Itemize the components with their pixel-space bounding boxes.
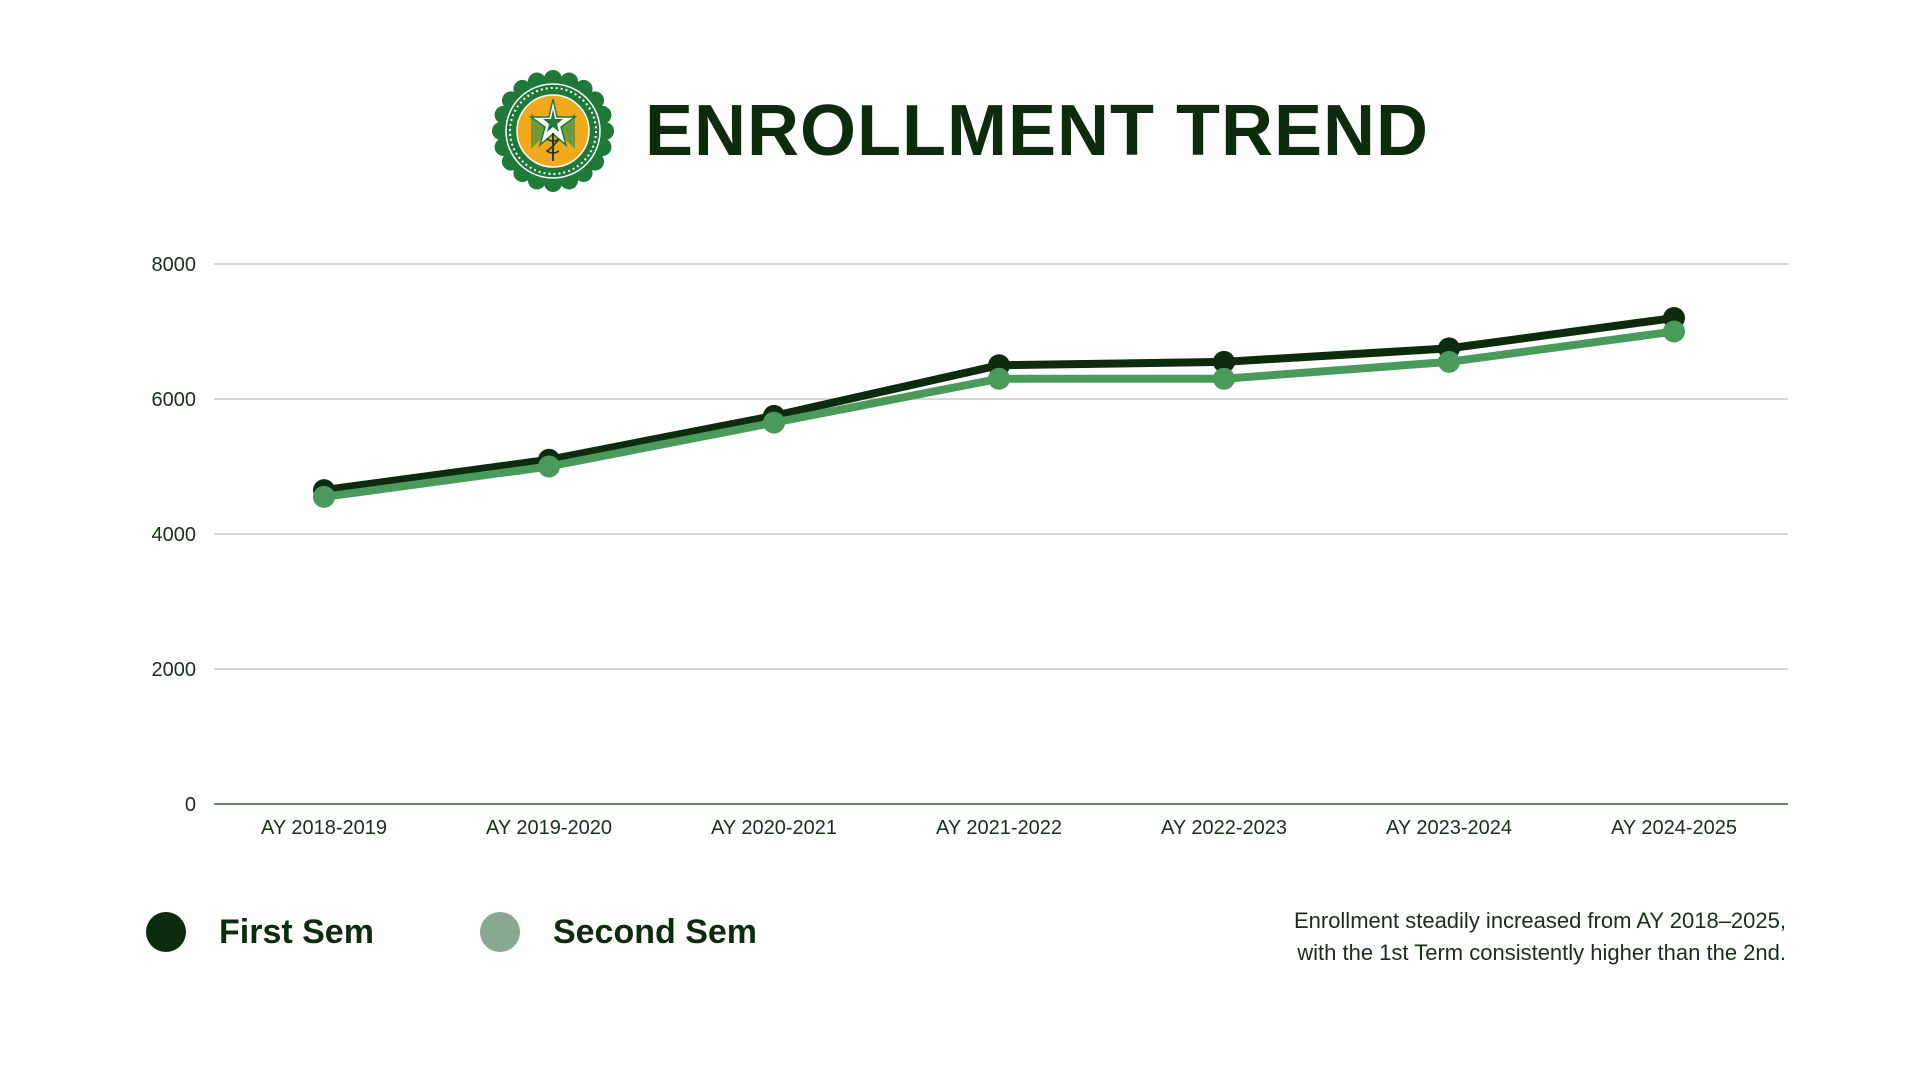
x-tick-label: AY 2024-2025	[1611, 817, 1737, 839]
y-axis-ticks: 0 2000 4000 6000 8000	[152, 254, 197, 816]
legend-item-second-sem: Second Sem	[479, 912, 758, 952]
data-point-second-sem	[988, 367, 1010, 390]
caption-line-2: with the 1st Term consistently higher th…	[1297, 940, 1786, 965]
x-tick-label: AY 2023-2024	[1386, 817, 1512, 839]
chart-caption: Enrollment steadily increased from AY 20…	[1294, 905, 1786, 969]
x-tick-label: AY 2022-2023	[1161, 817, 1287, 839]
x-tick-label: AY 2021-2022	[936, 817, 1062, 839]
legend: First Sem Second Sem	[146, 912, 863, 952]
y-tick-label: 8000	[152, 254, 197, 276]
data-point-second-sem	[1663, 320, 1685, 343]
data-point-second-sem	[763, 411, 785, 434]
x-tick-label: AY 2019-2020	[486, 817, 612, 839]
data-point-first-sem	[1213, 350, 1235, 373]
caption-line-1: Enrollment steadily increased from AY 20…	[1293, 908, 1786, 933]
data-point-second-sem	[1438, 350, 1460, 373]
legend-marker-first-sem	[146, 912, 186, 952]
legend-marker-second-sem	[479, 912, 520, 952]
legend-label-first-sem: First Sem	[219, 912, 374, 951]
grid-lines	[214, 263, 1788, 805]
x-axis-ticks: AY 2018-2019 AY 2019-2020 AY 2020-2021 AY 2…	[261, 817, 1737, 839]
x-tick-label: AY 2018-2019	[261, 817, 387, 839]
legend-item-first-sem: First Sem	[146, 912, 374, 952]
y-tick-label: 6000	[152, 389, 197, 411]
y-tick-label: 0	[185, 794, 196, 816]
series-second-sem	[313, 320, 1685, 508]
series-lines	[313, 307, 1685, 508]
header: ENROLLMENT TREND	[0, 66, 1920, 196]
page-title: ENROLLMENT TREND	[645, 91, 1429, 171]
data-point-second-sem	[1213, 367, 1235, 390]
institution-seal-icon	[492, 70, 615, 192]
x-tick-label: AY 2020-2021	[711, 817, 837, 839]
y-tick-label: 2000	[152, 659, 197, 681]
data-point-second-sem	[313, 485, 335, 508]
series-line-first-sem	[320, 314, 1678, 495]
y-tick-label: 4000	[152, 524, 197, 546]
legend-label-second-sem: Second Sem	[552, 912, 758, 951]
data-point-second-sem	[538, 455, 560, 478]
